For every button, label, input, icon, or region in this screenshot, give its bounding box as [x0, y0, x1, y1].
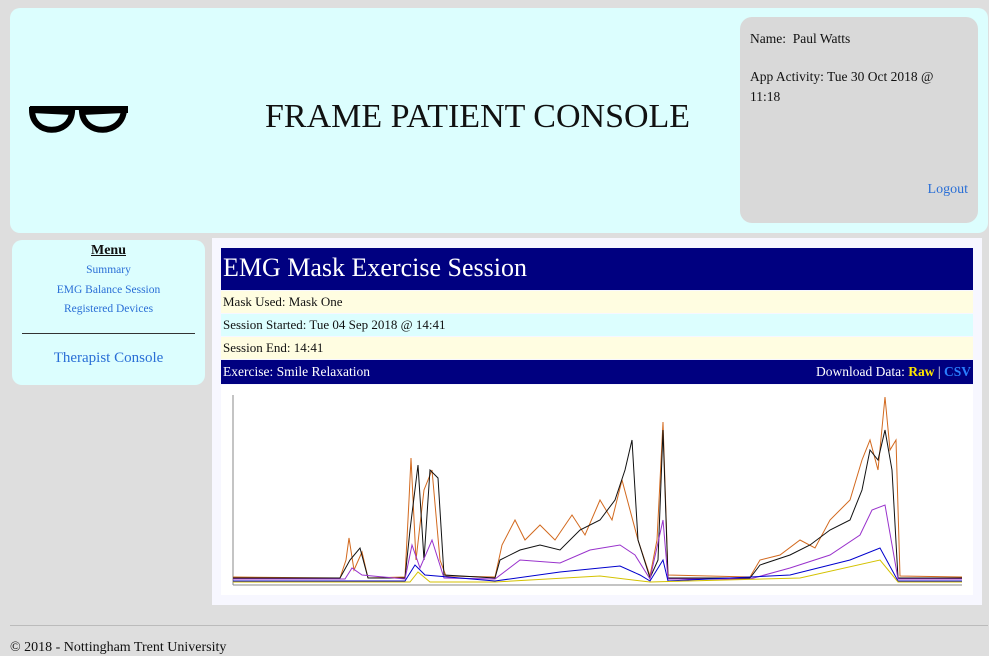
menu-title: Menu	[91, 243, 126, 258]
name-label: Name:	[750, 31, 786, 46]
exercise-bar: Exercise: Smile Relaxation Download Data…	[221, 360, 973, 384]
app-activity: App Activity: Tue 30 Oct 2018 @ 11:18	[750, 69, 934, 104]
name-value: Paul Watts	[792, 31, 851, 46]
logout-link[interactable]: Logout	[927, 182, 968, 197]
user-name: Name: Paul Watts	[750, 31, 850, 47]
menu-link[interactable]: Registered Devices	[63, 303, 154, 315]
csv-link[interactable]: CSV	[943, 364, 971, 379]
menu: Menu Summary EMG Balance Session Registe…	[12, 240, 205, 385]
menu-link[interactable]: Summary	[86, 264, 131, 276]
footer: © 2018 - Nottingham Trent University	[10, 625, 988, 656]
info-row: Session End: 14:41	[221, 337, 973, 359]
footer-text: © 2018 - Nottingham Trent University	[10, 640, 227, 655]
info-row: Mask Used: Mask One	[221, 291, 973, 313]
download-label: Download Data:	[816, 364, 905, 379]
therapist-link[interactable]: Therapist Console	[53, 349, 164, 366]
emg-chart	[221, 385, 973, 595]
menu-link[interactable]: EMG Balance Session	[56, 283, 161, 296]
app-title: FRAME PATIENT CONSOLE	[265, 98, 691, 135]
download: Download Data: Raw | CSV	[816, 360, 971, 384]
glasses-logo	[28, 106, 128, 133]
info-row: Session Started: Tue 04 Sep 2018 @ 14:41	[221, 314, 973, 336]
session-title: EMG Mask Exercise Session	[221, 248, 973, 290]
separator: |	[937, 364, 941, 379]
raw-link[interactable]: Raw	[908, 364, 935, 379]
menu-divider	[22, 332, 195, 334]
exercise-name: Exercise: Smile Relaxation	[223, 364, 370, 379]
session-panel: EMG Mask Exercise Session Mask Used: Mas…	[212, 238, 982, 605]
user-panel: Name: Paul Watts App Activity: Tue 30 Oc…	[740, 17, 978, 223]
